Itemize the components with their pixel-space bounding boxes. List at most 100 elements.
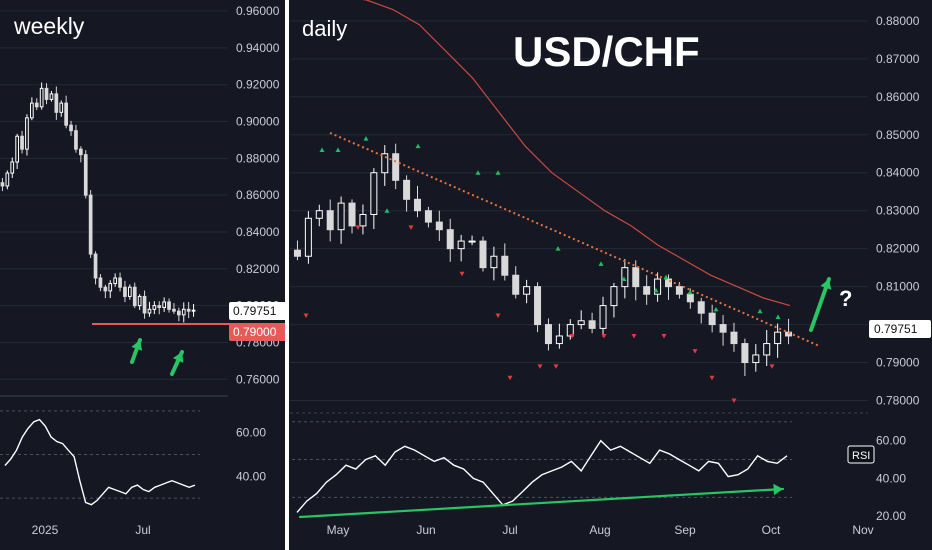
daily-fractal-markers	[303, 136, 781, 404]
weekly-candle-body	[59, 102, 64, 113]
daily-fractal-up	[335, 147, 341, 152]
weekly-candle-body	[15, 135, 19, 163]
weekly-tick-label: 0.90000	[236, 115, 280, 129]
weekly-candle-body	[64, 102, 68, 126]
weekly-time-label: Jul	[135, 523, 150, 537]
daily-fractal-down	[601, 333, 607, 339]
daily-fractal-up	[555, 246, 561, 251]
weekly-tick-label: 0.96000	[236, 4, 280, 18]
weekly-support-tag-box	[229, 323, 287, 341]
daily-candle-body	[370, 172, 378, 215]
daily-fractal-up	[384, 208, 390, 213]
weekly-tick-label: 0.76000	[236, 372, 280, 386]
weekly-candle-body	[123, 286, 127, 297]
weekly-candle-body	[103, 286, 108, 292]
daily-candle-body	[304, 217, 312, 257]
daily-candle-body	[719, 324, 727, 333]
daily-price-tag: 0.79751	[869, 320, 931, 338]
daily-fractal-down	[661, 333, 667, 339]
daily-candle-body	[686, 293, 694, 303]
daily-candle-body	[588, 320, 596, 329]
weekly-candle-body	[172, 308, 176, 312]
weekly-candle-body	[39, 87, 44, 108]
daily-candle-body	[599, 305, 607, 329]
weekly-tick-label: 0.84000	[236, 225, 280, 239]
weekly-candle-body	[167, 301, 171, 310]
daily-tick-label: 0.88000	[876, 14, 920, 28]
daily-downtrend-line	[329, 131, 819, 347]
weekly-candle-body	[49, 93, 54, 100]
daily-candle-body	[435, 221, 443, 231]
weekly-tick-label: 0.86000	[236, 188, 280, 202]
weekly-candle-body	[108, 283, 113, 292]
weekly-support-tag-text: 0.79000	[233, 325, 277, 339]
weekly-rsi-tick-label: 40.00	[236, 469, 266, 483]
daily-annotations	[809, 277, 832, 332]
daily-candle-body	[654, 278, 662, 295]
weekly-candle-body	[5, 172, 10, 187]
rsi-label-box	[847, 445, 875, 464]
daily-candle-body	[534, 286, 542, 326]
weekly-time-axis: 2025 Jul	[32, 523, 151, 537]
daily-chart-panel[interactable]: 0.780000.790000.800000.810000.820000.830…	[292, 0, 931, 537]
weekly-candle-body	[0, 182, 5, 187]
weekly-candle-body	[186, 308, 191, 312]
weekly-candle-body	[142, 295, 147, 314]
daily-candle-body	[785, 331, 793, 337]
daily-time-label: Jul	[502, 523, 517, 537]
daily-fractal-down	[769, 364, 775, 369]
daily-candle-body	[544, 324, 552, 345]
weekly-candle-body	[147, 308, 152, 314]
daily-fractal-down	[459, 271, 465, 277]
daily-fractal-up	[687, 289, 693, 295]
daily-tick-label: 0.84000	[876, 166, 920, 180]
daily-candle-body	[446, 229, 454, 250]
daily-tick-label: 0.82000	[876, 242, 920, 256]
daily-candle-body	[697, 301, 705, 314]
weekly-candles	[0, 82, 196, 323]
daily-candle-body	[315, 210, 323, 219]
daily-fractal-down	[709, 375, 715, 381]
daily-candle-body	[326, 210, 334, 231]
weekly-candle-body	[44, 87, 49, 100]
daily-fractal-up	[598, 261, 604, 266]
daily-candle-body	[621, 267, 629, 288]
daily-fractal-up	[621, 276, 627, 282]
weekly-tick-label: 0.94000	[236, 41, 280, 55]
daily-candle-body	[566, 324, 574, 337]
daily-time-label: Jun	[416, 523, 435, 537]
panel-divider	[285, 0, 289, 550]
daily-candle-body	[555, 335, 563, 345]
weekly-arrow-right-head	[172, 352, 184, 363]
daily-price-tag-text: 0.79751	[874, 322, 918, 336]
daily-rsi-trend-arrow-shaft	[298, 487, 785, 519]
daily-candle-body	[675, 286, 683, 295]
weekly-candle-body	[113, 277, 117, 285]
daily-time-label: Oct	[762, 523, 781, 537]
weekly-price-tag: 0.79751	[229, 302, 287, 320]
daily-tick-label: 0.78000	[876, 394, 920, 408]
rsi-label-text: RSI	[852, 450, 870, 462]
weekly-support-tag: 0.79000	[229, 323, 287, 341]
daily-candle-body	[577, 320, 585, 326]
daily-fractal-down	[355, 225, 361, 230]
daily-time-axis: May Jun Jul Aug Sep Oct Nov	[327, 523, 874, 537]
daily-fractal-up	[775, 314, 781, 319]
daily-tick-label: 0.87000	[876, 52, 920, 66]
weekly-tick-label: 0.88000	[236, 151, 280, 165]
daily-time-label: Nov	[852, 523, 873, 537]
daily-candle-body	[741, 343, 749, 364]
rsi-label-tag: RSI	[847, 445, 875, 464]
daily-title: daily	[302, 16, 347, 41]
daily-time-label: Aug	[589, 523, 610, 537]
daily-candle-body	[490, 255, 498, 269]
daily-fractal-down	[692, 349, 698, 354]
daily-tick-label: 0.79000	[876, 356, 920, 370]
weekly-rsi-tick-label: 60.00	[236, 426, 266, 440]
weekly-time-label: 2025	[32, 523, 59, 537]
weekly-rsi-line	[4, 418, 196, 506]
daily-rsi-tick-label: 20.00	[876, 509, 906, 523]
weekly-chart-panel[interactable]: 0.760000.780000.800000.820000.840000.860…	[0, 4, 287, 537]
weekly-candle-body	[25, 117, 29, 150]
